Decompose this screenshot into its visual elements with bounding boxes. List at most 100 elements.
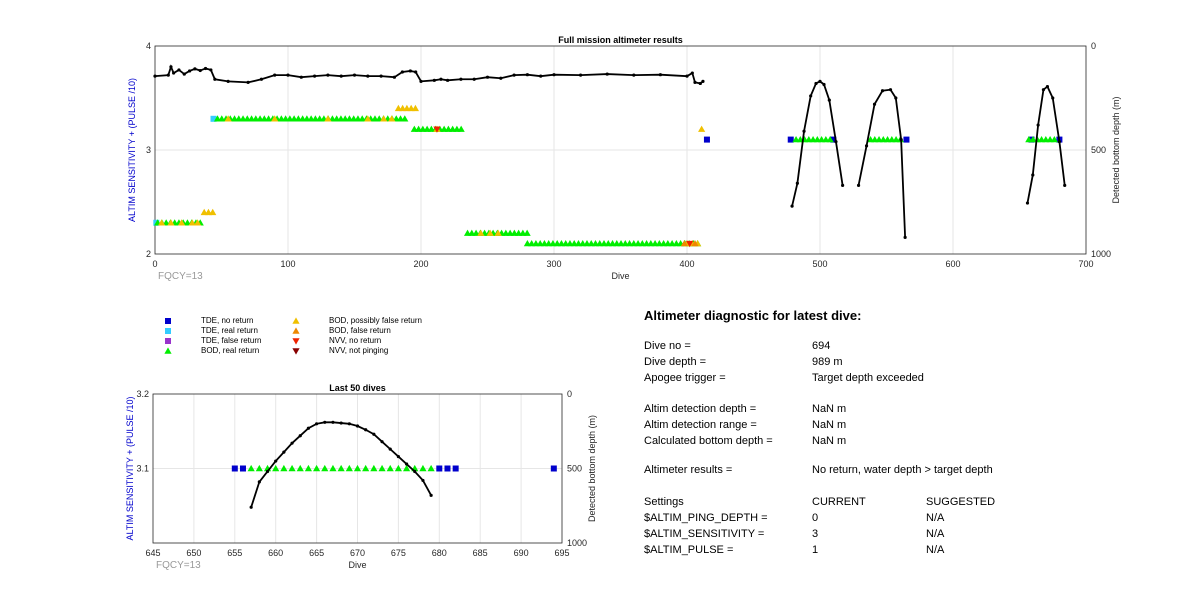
data-point <box>247 464 255 472</box>
depth-point <box>1057 140 1061 144</box>
depth-point <box>400 70 404 74</box>
depth-point <box>299 75 303 79</box>
depth-point <box>834 140 838 144</box>
depth-point <box>693 80 697 84</box>
data-point <box>698 125 706 132</box>
data-point <box>353 464 362 472</box>
data-point <box>386 464 394 472</box>
depth-point <box>355 424 360 428</box>
data-point <box>550 465 557 472</box>
depth-point <box>1063 183 1067 187</box>
depth-point <box>856 183 861 187</box>
y-tick-label: 2 <box>146 249 151 259</box>
chart-last50: 645 650 655 660 665 670 675 680 685 690 695 3.1 3.2 0… <box>125 383 597 571</box>
y2-axis-label: Detected bottom depth (m) <box>1111 96 1121 203</box>
plot-area <box>154 45 1087 255</box>
data-point <box>193 219 202 226</box>
legend-label: BOD, real return <box>201 346 260 355</box>
data-point <box>288 464 296 472</box>
depth-point <box>286 73 290 77</box>
x-tick-label: 665 <box>309 548 324 558</box>
y2-tick-label: 0 <box>567 389 572 399</box>
legend-label: NVV, not pinging <box>329 346 389 355</box>
depth-point <box>172 71 176 75</box>
legend-label: BOD, possibly false return <box>329 316 422 325</box>
data-point <box>329 464 337 472</box>
depth-point <box>408 69 412 73</box>
depth-point <box>818 79 822 83</box>
depth-point <box>809 94 813 98</box>
depth-point <box>372 432 376 436</box>
data-point <box>337 464 345 472</box>
depth-point <box>790 204 794 208</box>
fqcy-label: FQCY=13 <box>156 560 201 571</box>
depth-line <box>154 64 704 85</box>
diag-label: Dive depth = <box>644 356 707 368</box>
legend-marker <box>291 346 301 356</box>
data-point <box>364 115 372 122</box>
data-point <box>686 240 694 248</box>
depth-point <box>414 70 418 74</box>
legend-marker <box>163 326 173 336</box>
depth-point <box>366 74 370 78</box>
depth-point <box>380 440 384 444</box>
legend: TDE, no return TDE, real return TDE, false… <box>155 316 455 366</box>
data-point <box>209 208 217 216</box>
x-tick-label: 0 <box>152 259 157 269</box>
depth-point <box>512 73 516 77</box>
series-nvv-no-return <box>433 126 694 248</box>
data-point <box>280 464 288 472</box>
x-tick-label: 690 <box>514 548 529 558</box>
data-point <box>188 219 196 226</box>
data-point <box>457 125 465 132</box>
depth-point <box>203 66 208 71</box>
data-point <box>486 229 494 236</box>
depth-line <box>250 421 432 508</box>
legend-label: TDE, false return <box>201 336 262 345</box>
depth-point <box>273 73 277 77</box>
depth-point <box>153 74 157 78</box>
legend-marker-shape <box>292 338 300 345</box>
data-point <box>210 115 217 122</box>
legend-marker-shape <box>165 338 171 344</box>
legend-marker-shape <box>292 327 300 334</box>
series-bod-real-return <box>154 115 1058 247</box>
depth-point <box>315 422 319 426</box>
y-tick-label: 3 <box>146 145 151 155</box>
legend-marker-shape <box>165 328 171 334</box>
depth-point <box>249 505 253 509</box>
depth-point <box>1031 173 1035 177</box>
diag-label: Dive no = <box>644 340 691 352</box>
x-tick-label: 100 <box>280 259 295 269</box>
legend-marker <box>291 336 301 346</box>
data-point <box>494 229 502 236</box>
diag-value: 0 <box>812 512 819 524</box>
chart-title: Last 50 dives <box>329 383 386 393</box>
depth-point <box>379 74 383 78</box>
depth-point <box>658 73 663 77</box>
depth-point <box>392 75 396 79</box>
diag-label: Calculated bottom depth = <box>644 435 773 447</box>
data-point <box>272 464 280 472</box>
data-point <box>304 464 313 472</box>
depth-point <box>701 79 705 83</box>
depth-point <box>472 77 476 81</box>
data-point <box>427 464 435 472</box>
depth-point <box>282 450 286 454</box>
depth-point <box>899 138 903 142</box>
y2-tick-label: 0 <box>1091 41 1096 51</box>
depth-point <box>685 74 689 78</box>
depth-point <box>404 462 409 466</box>
data-point <box>787 136 794 143</box>
depth-point <box>1051 96 1055 100</box>
depth-point <box>187 69 192 73</box>
data-point <box>444 465 451 472</box>
x-tick-label: 680 <box>432 548 447 558</box>
diag-label: $ALTIM_SENSITIVITY = <box>644 528 765 540</box>
legend-marker-shape <box>165 318 171 324</box>
depth-point <box>698 81 702 86</box>
diag-label: Altimeter results = <box>644 464 733 476</box>
series-bod-real-return <box>247 464 435 472</box>
y2-tick-label: 500 <box>1091 145 1106 155</box>
x-axis-label: Dive <box>348 560 366 570</box>
